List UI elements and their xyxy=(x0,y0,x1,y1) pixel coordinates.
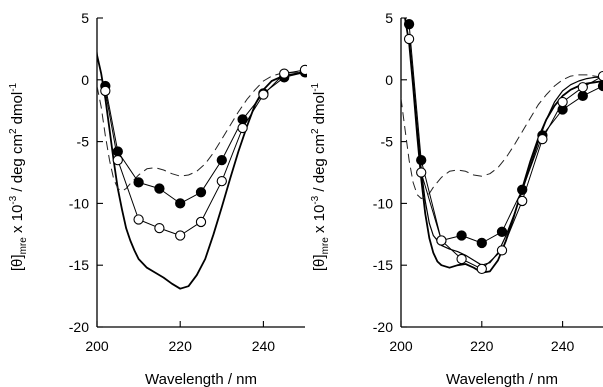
x-tick-label: 220 xyxy=(470,338,494,354)
y-tick-label: -10 xyxy=(373,195,393,211)
open-point xyxy=(476,263,487,275)
open-point xyxy=(537,133,548,145)
open-point xyxy=(100,85,111,97)
series-line-solid-thick xyxy=(97,47,306,290)
y-tick-label: -20 xyxy=(373,319,393,335)
x-tick-label: 200 xyxy=(389,338,413,354)
filled-point xyxy=(216,154,227,166)
filled-point xyxy=(154,183,165,194)
y-tick-label: -10 xyxy=(69,195,89,211)
open-point xyxy=(133,214,144,225)
filled-point xyxy=(517,184,528,195)
y-tick-label: -15 xyxy=(373,257,393,273)
open-point xyxy=(436,235,447,246)
open-point xyxy=(416,167,427,178)
filled-point xyxy=(456,230,467,241)
filled-point xyxy=(112,146,123,157)
open-point xyxy=(517,195,528,207)
y-tick-label: -15 xyxy=(69,257,89,273)
left-panel: 5 0 -5 -10 -15 -20 200 220 240 Wavelength / nm [θ]… xyxy=(8,10,307,387)
open-point xyxy=(175,230,186,241)
x-axis-label: Wavelength / nm xyxy=(446,371,558,387)
open-point xyxy=(112,154,123,166)
y-axis-label: [θ]mre x 10-3 / deg cm2 dmol-1 xyxy=(310,82,331,271)
y-tick-label: -5 xyxy=(381,134,394,150)
series-line-open-marker xyxy=(104,69,306,236)
y-tick-label: 5 xyxy=(385,10,393,26)
series-line-filled-marker xyxy=(408,24,603,244)
x-tick-label: 200 xyxy=(85,338,109,354)
x-tick-label: 240 xyxy=(252,338,276,354)
x-tick-label: 220 xyxy=(169,338,193,354)
y-tick-label: 0 xyxy=(81,72,89,88)
y-tick-label: 0 xyxy=(385,72,393,88)
open-point xyxy=(299,64,307,76)
open-point xyxy=(577,82,588,93)
open-point xyxy=(195,216,207,228)
plot-area xyxy=(401,17,603,275)
right-panel: 5 0 -5 -10 -15 -20 200 220 240 Wavelength / nm [θ]… xyxy=(310,10,603,387)
open-point xyxy=(237,122,248,134)
y-tick-label: -5 xyxy=(77,134,90,150)
open-point xyxy=(403,33,415,45)
filled-point xyxy=(416,154,427,166)
y-tick-label: -20 xyxy=(69,319,89,335)
x-axis-label: Wavelength / nm xyxy=(145,371,257,387)
filled-point xyxy=(577,90,588,102)
y-tick-label: 5 xyxy=(81,10,89,26)
filled-point xyxy=(175,198,186,209)
open-point xyxy=(557,96,568,108)
open-point xyxy=(216,176,227,187)
open-point xyxy=(258,89,269,100)
filled-point xyxy=(195,187,207,198)
filled-point xyxy=(597,80,603,92)
filled-point xyxy=(476,237,487,249)
filled-point xyxy=(403,19,415,30)
open-point xyxy=(597,70,603,82)
series-line-dashed xyxy=(97,71,305,192)
x-tick-label: 240 xyxy=(551,338,575,354)
series-line-dashed xyxy=(401,74,603,199)
filled-point xyxy=(496,226,508,237)
open-point xyxy=(496,245,508,256)
open-point xyxy=(154,222,165,234)
open-point xyxy=(456,253,467,265)
y-axis-label: [θ]mre x 10-3 / deg cm2 dmol-1 xyxy=(8,82,29,271)
plot-area xyxy=(97,47,307,290)
open-point xyxy=(279,68,290,79)
filled-point xyxy=(133,177,144,188)
